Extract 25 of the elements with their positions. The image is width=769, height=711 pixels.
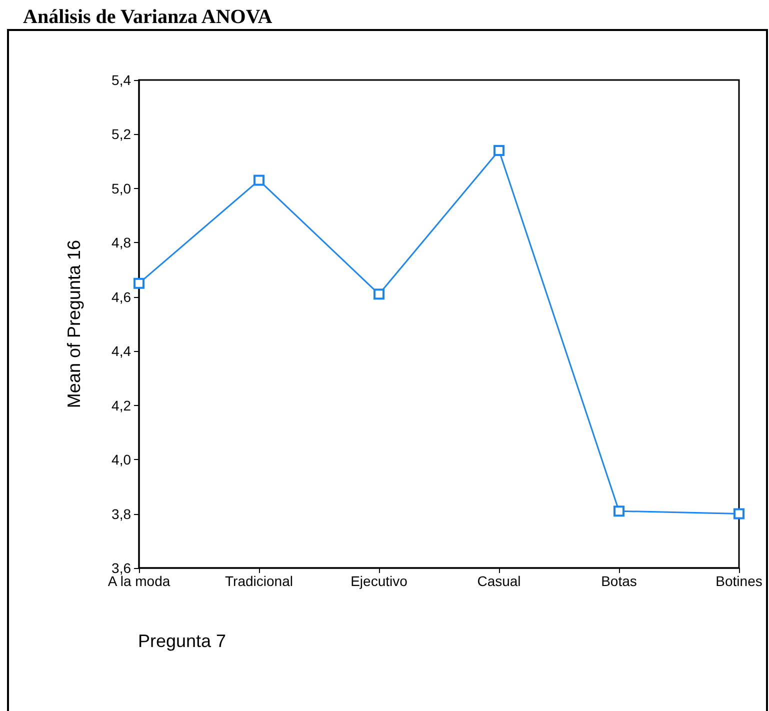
point <box>494 144 504 156</box>
y-tick-label: 4,8 <box>112 234 132 251</box>
y-tick-label: 5,4 <box>112 72 132 88</box>
x-tick-label: Botas <box>601 573 637 589</box>
x-tick-label: A la moda <box>108 573 170 589</box>
x-tick-label: Tradicional <box>225 573 293 589</box>
x-tick-label: Casual <box>477 573 521 589</box>
point <box>134 278 144 289</box>
y-tick-label: 5,0 <box>112 180 132 196</box>
y-tick-label: 4,6 <box>112 288 132 305</box>
y-tick-label: 3,6 <box>112 560 132 576</box>
y-tick-label: 4,4 <box>112 343 132 360</box>
y-tick-label: 5,2 <box>112 126 132 142</box>
y-axis-title: Mean of Pregunta 16 <box>64 240 84 408</box>
x-axis-title: Pregunta 7 <box>138 631 226 651</box>
x-tick-label: Ejecutivo <box>350 573 408 589</box>
y-tick-label: 4,2 <box>112 397 132 414</box>
chart-title: Análisis de Varianza ANOVA <box>23 6 273 28</box>
point <box>374 288 384 300</box>
point <box>734 508 744 520</box>
y-tick-label: 4,0 <box>112 452 132 468</box>
y-tick-label: 3,8 <box>112 506 132 522</box>
x-tick-label: Botines <box>716 573 762 589</box>
point <box>254 174 264 186</box>
point <box>614 506 624 517</box>
